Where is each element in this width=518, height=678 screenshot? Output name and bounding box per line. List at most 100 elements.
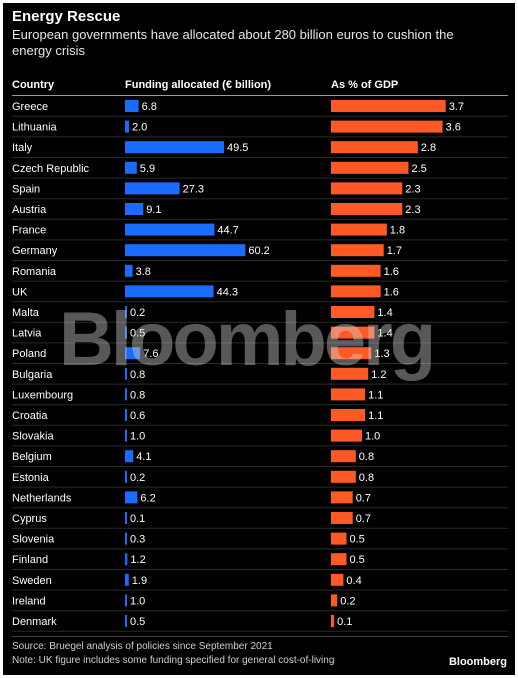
country-label: Slovakia	[12, 431, 54, 443]
gdp-value-label: 1.2	[371, 369, 386, 381]
country-label: Belgium	[12, 451, 52, 463]
country-label: Sweden	[12, 575, 52, 587]
country-label: Austria	[12, 204, 47, 216]
country-label: Czech Republic	[12, 163, 90, 175]
gdp-bar	[331, 141, 418, 154]
funding-bar	[125, 326, 127, 339]
funding-bar	[125, 347, 141, 360]
gdp-value-label: 2.8	[421, 142, 436, 154]
funding-bar	[125, 512, 127, 524]
gdp-value-label: 2.3	[405, 183, 420, 195]
gdp-bar	[331, 409, 366, 421]
gdp-bar	[331, 120, 443, 133]
funding-bar	[125, 306, 127, 318]
funding-bar	[125, 161, 137, 174]
funding-value-label: 5.9	[140, 163, 155, 175]
funding-value-label: 1.9	[132, 575, 147, 587]
country-label: Slovenia	[12, 534, 55, 546]
country-column-header: Country	[12, 79, 55, 91]
country-label: Estonia	[12, 472, 50, 484]
funding-bar	[125, 120, 129, 133]
gdp-bar	[331, 306, 375, 318]
funding-value-label: 0.5	[130, 328, 145, 340]
gdp-value-label: 0.8	[359, 472, 374, 484]
country-label: Spain	[12, 183, 40, 195]
gdp-bar	[331, 264, 381, 277]
gdp-bar	[331, 594, 338, 607]
gdp-bar	[331, 367, 369, 380]
funding-bar	[125, 573, 129, 586]
funding-value-label: 0.2	[130, 472, 145, 484]
gdp-value-label: 1.4	[377, 307, 392, 319]
funding-value-label: 0.2	[130, 307, 145, 319]
country-label: Croatia	[12, 410, 48, 422]
gdp-value-label: 1.1	[368, 410, 383, 422]
bar-chart: Greece 6.8 3.7 Lithuania 2.0 3.6 Italy 49.5 2.8 C…	[12, 100, 508, 632]
funding-value-label: 1.2	[130, 554, 145, 566]
funding-bar	[125, 223, 215, 236]
gdp-value-label: 1.7	[387, 245, 402, 257]
chart-subtitle: European governments have allocated abou…	[12, 27, 454, 58]
country-label: France	[12, 225, 46, 237]
gdp-bar	[331, 223, 387, 236]
country-label: Romania	[12, 266, 57, 278]
gdp-value-label: 1.8	[390, 225, 405, 237]
country-label: Lithuania	[12, 122, 58, 134]
funding-value-label: 0.1	[130, 513, 145, 525]
country-label: Bulgaria	[12, 369, 53, 381]
funding-bar	[125, 203, 144, 215]
country-label: Poland	[12, 348, 46, 360]
funding-value-label: 1.0	[130, 431, 145, 443]
gdp-bar	[331, 182, 403, 195]
funding-bar	[125, 470, 127, 483]
country-label: Malta	[12, 307, 40, 319]
funding-value-label: 9.1	[146, 204, 161, 216]
funding-value-label: 44.7	[217, 225, 238, 237]
gdp-bar	[331, 244, 384, 257]
gdp-value-label: 1.6	[384, 286, 399, 298]
gdp-value-label: 1.6	[384, 266, 399, 278]
gdp-bar	[331, 429, 362, 442]
gdp-value-label: 0.4	[346, 575, 361, 587]
gdp-bar	[331, 491, 353, 504]
funding-value-label: 2.0	[132, 122, 147, 134]
country-label: Germany	[12, 245, 58, 257]
gdp-bar	[331, 450, 356, 463]
funding-column-header: Funding allocated (€ billion)	[125, 79, 272, 91]
gdp-bar	[331, 532, 347, 545]
gdp-bar	[331, 553, 347, 566]
country-label: Greece	[12, 101, 48, 113]
funding-value-label: 4.1	[136, 451, 151, 463]
gdp-value-label: 0.5	[350, 554, 365, 566]
gdp-bar	[331, 388, 366, 401]
gdp-bar	[331, 615, 335, 627]
funding-bar	[125, 615, 127, 627]
gdp-bar	[331, 347, 372, 360]
funding-value-label: 7.6	[143, 348, 158, 360]
funding-bar	[125, 409, 127, 421]
funding-bar	[125, 367, 127, 380]
gdp-value-label: 0.5	[350, 534, 365, 546]
bloomberg-logo: Bloomberg	[448, 656, 507, 668]
funding-bar	[125, 141, 224, 154]
gdp-value-label: 2.5	[412, 163, 427, 175]
header-divider	[12, 95, 508, 96]
country-label: UK	[12, 286, 28, 298]
funding-value-label: 0.8	[130, 369, 145, 381]
funding-bar	[125, 450, 134, 463]
country-label: Cyprus	[12, 513, 47, 525]
funding-value-label: 0.3	[130, 534, 145, 546]
gdp-value-label: 0.7	[356, 492, 371, 504]
country-label: Luxembourg	[12, 389, 73, 401]
funding-bar	[125, 429, 127, 442]
country-label: Latvia	[12, 328, 42, 340]
gdp-bar	[331, 161, 409, 174]
funding-bar	[125, 182, 180, 195]
funding-value-label: 49.5	[227, 142, 248, 154]
country-label: Italy	[12, 142, 33, 154]
source-note: Source: Bruegel analysis of policies sin…	[12, 641, 273, 652]
gdp-value-label: 1.0	[365, 431, 380, 443]
gdp-bar	[331, 203, 403, 215]
chart-title: Energy Rescue	[12, 8, 121, 25]
gdp-value-label: 0.7	[356, 513, 371, 525]
